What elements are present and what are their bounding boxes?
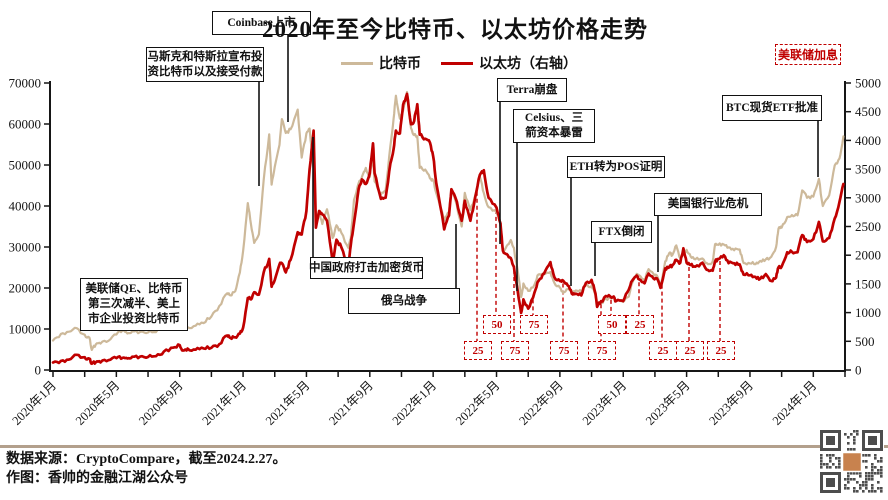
annotation-china-text: 中国政府打击加密货币 [309, 261, 424, 274]
annotation-qe-text: 第三次减半、美上 [88, 298, 180, 311]
svg-text:2023年5月: 2023年5月 [643, 378, 693, 428]
svg-text:1500: 1500 [855, 276, 881, 291]
annotation-ftx: FTX倒闭 [591, 221, 652, 243]
svg-text:2021年9月: 2021年9月 [326, 378, 376, 428]
annotation-banking-text: 美国银行业危机 [667, 198, 749, 211]
svg-text:2021年5月: 2021年5月 [263, 378, 313, 428]
data-source-text: 数据来源：CryptoCompare，截至2024.2.27。 [6, 452, 287, 467]
svg-text:5000: 5000 [855, 76, 881, 91]
svg-text:2024年1月: 2024年1月 [770, 378, 820, 428]
svg-text:40000: 40000 [9, 199, 42, 214]
legend-label-btc: 比特币 [379, 57, 421, 72]
svg-text:2000: 2000 [855, 248, 881, 263]
svg-text:2023年1月: 2023年1月 [580, 378, 630, 428]
legend-item-eth: 以太坊（右轴） [441, 53, 577, 73]
rate-hike-box-0: 25 [464, 341, 492, 360]
x-axis-tick-labels: 2020年1月 2020年5月 2020年9月 2021年1月 2021年5月 2021年… [9, 378, 819, 428]
annotation-etf-text: BTC现货ETF批准 [725, 101, 818, 114]
svg-text:500: 500 [855, 334, 875, 349]
rate-hike-box-1: 50 [483, 315, 511, 334]
annotation-celsius: Celsius、三 箭资本暴雷 [513, 109, 595, 143]
annotation-terra: Terra崩盘 [497, 78, 567, 102]
svg-text:0: 0 [855, 363, 862, 378]
svg-text:3500: 3500 [855, 162, 881, 177]
rate-hike-box-9: 25 [676, 341, 704, 360]
eth-line-swatch [441, 61, 473, 65]
annotation-musk: 马斯克和特斯拉宣布投 资比特币以及接受付款 [146, 47, 264, 82]
svg-text:70000: 70000 [9, 76, 42, 91]
legend-label-eth: 以太坊（右轴） [479, 57, 577, 72]
svg-text:30000: 30000 [9, 240, 42, 255]
annotation-war-text: 俄乌战争 [381, 294, 427, 307]
svg-text:2023年9月: 2023年9月 [706, 378, 756, 428]
rate-hike-box-8: 25 [649, 341, 677, 360]
rate-hike-box-3: 75 [520, 315, 548, 334]
annotation-banking: 美国银行业危机 [654, 193, 762, 216]
btc-line-swatch [341, 61, 373, 65]
svg-text:1000: 1000 [855, 305, 881, 320]
svg-text:2022年9月: 2022年9月 [516, 378, 566, 428]
footer-divider [0, 445, 888, 448]
annotation-coinbase-text: Coinbase上市 [227, 16, 296, 29]
rate-hike-box-5: 75 [588, 341, 616, 360]
annotation-terra-text: Terra崩盘 [506, 83, 558, 96]
svg-text:4000: 4000 [855, 133, 881, 148]
svg-text:50000: 50000 [9, 158, 42, 173]
axis-ticks [44, 82, 851, 377]
svg-text:2020年1月: 2020年1月 [9, 378, 59, 428]
annotation-leader-lines [258, 33, 819, 291]
rate-hike-box-2: 75 [501, 341, 529, 360]
annotation-pos-text: ETH转为POS证明 [569, 160, 663, 173]
annotation-pos: ETH转为POS证明 [567, 156, 665, 178]
annotation-china: 中国政府打击加密货币 [309, 257, 424, 279]
annotation-musk-text: 马斯克和特斯拉宣布投 [147, 50, 263, 63]
svg-text:2022年1月: 2022年1月 [390, 378, 440, 428]
rate-hike-box-7: 25 [626, 315, 654, 334]
annotation-etf: BTC现货ETF批准 [722, 95, 822, 121]
footer: 数据来源：CryptoCompare，截至2024.2.27。 作图：香帅的金融… [6, 451, 287, 489]
rate-hike-box-10: 25 [707, 341, 735, 360]
svg-text:20000: 20000 [9, 281, 42, 296]
svg-text:3000: 3000 [855, 190, 881, 205]
legend-item-btc: 比特币 [341, 53, 421, 73]
page-title: 2020年至今比特币、以太坊价格走势 [262, 17, 648, 42]
annotation-ftx-text: FTX倒闭 [598, 225, 645, 238]
annotation-qe-text: 美联储QE、比特币 [85, 283, 183, 296]
svg-text:2020年5月: 2020年5月 [73, 378, 123, 428]
rate-hike-dashed-lines [476, 191, 721, 341]
fed-rate-hike-legend: 美联储加息 [775, 44, 841, 65]
eth-price-line [51, 92, 845, 366]
rate-hike-box-6: 50 [598, 315, 626, 334]
credit-text: 作图：香帅的金融江湖公众号 [6, 470, 188, 486]
right-axis-tick-labels: 0 500 1000 1500 2000 2500 3000 3500 4000 4500 5000 [855, 76, 881, 378]
svg-text:0: 0 [35, 363, 42, 378]
annotation-qe: 美联储QE、比特币 第三次减半、美上 市企业投资比特币 [80, 278, 188, 331]
annotation-musk-text: 资比特币以及接受付款 [147, 65, 263, 78]
annotation-war: 俄乌战争 [348, 288, 460, 314]
legend: 比特币 以太坊（右轴） [341, 53, 577, 73]
svg-text:2500: 2500 [855, 219, 881, 234]
annotation-celsius-text: Celsius、三 [524, 112, 584, 125]
svg-text:2022年5月: 2022年5月 [453, 378, 503, 428]
btc-price-line [51, 90, 845, 351]
wechat-qr-code [820, 430, 884, 494]
left-axis-tick-labels: 0 10000 20000 30000 40000 50000 60000 70000 [9, 76, 42, 378]
annotation-celsius-text: 箭资本暴雷 [525, 127, 583, 139]
rate-hike-box-4: 75 [550, 341, 578, 360]
svg-text:10000: 10000 [9, 322, 42, 337]
svg-text:4500: 4500 [855, 104, 881, 119]
annotation-coinbase: Coinbase上市 [212, 11, 311, 35]
svg-text:2020年9月: 2020年9月 [136, 378, 186, 428]
svg-text:60000: 60000 [9, 117, 42, 132]
annotation-qe-text: 市企业投资比特币 [88, 312, 180, 325]
svg-text:2021年1月: 2021年1月 [200, 378, 250, 428]
